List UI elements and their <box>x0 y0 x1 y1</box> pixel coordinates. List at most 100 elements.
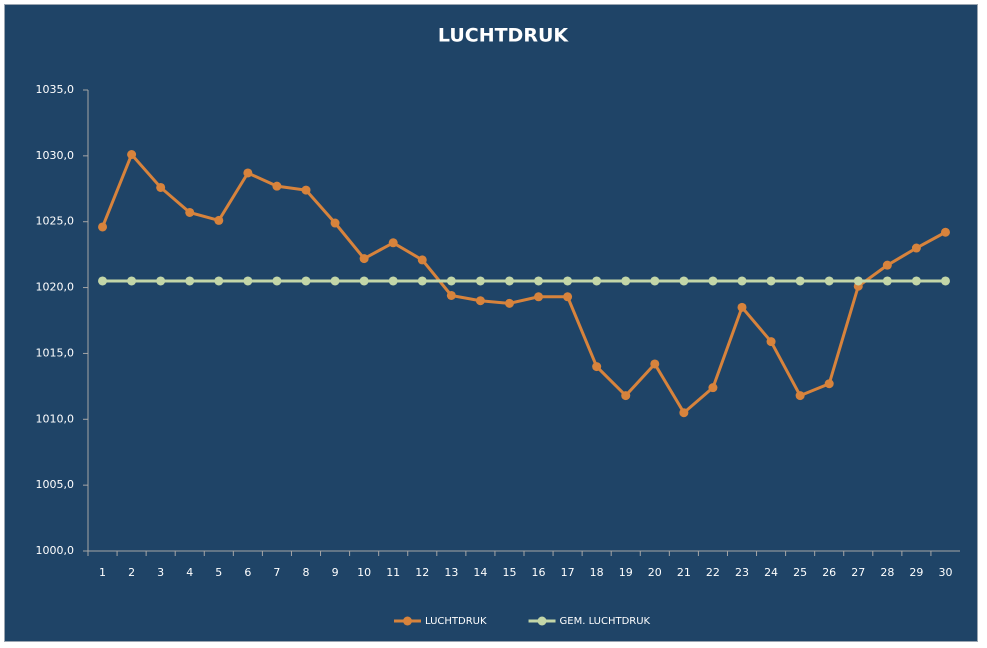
series-marker <box>185 276 195 286</box>
series-marker <box>679 408 689 418</box>
series-marker <box>650 276 660 286</box>
series-marker <box>417 276 427 286</box>
series-marker <box>882 276 892 286</box>
y-tick-label: 1010,0 <box>36 412 75 425</box>
x-tick-label: 7 <box>273 566 280 579</box>
legend-marker <box>537 616 547 626</box>
series-marker <box>911 276 921 286</box>
x-tick-label: 10 <box>357 566 371 579</box>
series-marker <box>737 302 747 312</box>
x-tick-label: 22 <box>706 566 720 579</box>
series-marker <box>359 254 369 264</box>
series-marker <box>766 337 776 347</box>
series-marker <box>679 276 689 286</box>
series-marker <box>388 238 398 248</box>
x-tick-label: 18 <box>590 566 604 579</box>
legend-label: LUCHTDRUK <box>425 616 487 627</box>
x-tick-label: 27 <box>851 566 865 579</box>
series-marker <box>98 222 108 232</box>
y-tick-label: 1005,0 <box>36 478 75 491</box>
series-marker <box>708 383 718 393</box>
x-tick-label: 28 <box>880 566 894 579</box>
x-tick-label: 2 <box>128 566 135 579</box>
series-marker <box>940 276 950 286</box>
series-marker <box>156 182 166 192</box>
x-tick-label: 16 <box>532 566 546 579</box>
series-marker <box>330 218 340 228</box>
x-tick-label: 21 <box>677 566 691 579</box>
series-marker <box>534 292 544 302</box>
series-marker <box>534 276 544 286</box>
series-marker <box>795 391 805 401</box>
series-marker <box>475 276 485 286</box>
y-tick-label: 1000,0 <box>36 544 75 557</box>
series-marker <box>98 276 108 286</box>
series-marker <box>214 215 224 225</box>
series-marker <box>504 276 514 286</box>
chart-background <box>4 4 978 642</box>
series-marker <box>185 207 195 217</box>
series-marker <box>301 185 311 195</box>
series-marker <box>737 276 747 286</box>
series-marker <box>824 379 834 389</box>
series-marker <box>563 276 573 286</box>
x-tick-label: 20 <box>648 566 662 579</box>
series-marker <box>592 362 602 372</box>
x-tick-label: 23 <box>735 566 749 579</box>
y-tick-label: 1035,0 <box>36 83 75 96</box>
x-tick-label: 9 <box>332 566 339 579</box>
x-tick-label: 14 <box>473 566 487 579</box>
series-marker <box>127 276 137 286</box>
series-marker <box>621 391 631 401</box>
series-marker <box>766 276 776 286</box>
x-tick-label: 8 <box>303 566 310 579</box>
series-marker <box>272 181 282 191</box>
x-tick-label: 17 <box>561 566 575 579</box>
series-marker <box>708 276 718 286</box>
series-marker <box>388 276 398 286</box>
series-marker <box>127 150 137 160</box>
series-marker <box>301 276 311 286</box>
x-tick-label: 3 <box>157 566 164 579</box>
series-marker <box>214 276 224 286</box>
series-marker <box>475 296 485 306</box>
series-marker <box>359 276 369 286</box>
x-tick-label: 15 <box>502 566 516 579</box>
series-marker <box>882 260 892 270</box>
x-tick-label: 25 <box>793 566 807 579</box>
series-marker <box>621 276 631 286</box>
x-tick-label: 13 <box>444 566 458 579</box>
series-marker <box>156 276 166 286</box>
series-marker <box>824 276 834 286</box>
x-tick-label: 29 <box>909 566 923 579</box>
legend-marker <box>403 616 412 626</box>
series-marker <box>563 292 573 302</box>
series-marker <box>504 298 514 308</box>
series-marker <box>330 276 340 286</box>
series-marker <box>650 359 660 369</box>
chart-title: LUCHTDRUK <box>438 25 569 47</box>
x-tick-label: 19 <box>619 566 633 579</box>
x-tick-label: 1 <box>99 566 106 579</box>
x-tick-label: 6 <box>244 566 251 579</box>
x-tick-label: 24 <box>764 566 778 579</box>
x-tick-label: 26 <box>822 566 836 579</box>
x-tick-label: 30 <box>938 566 952 579</box>
series-marker <box>243 168 253 178</box>
legend-label: GEM. LUCHTDRUK <box>560 616 651 627</box>
y-tick-label: 1030,0 <box>36 149 75 162</box>
x-tick-label: 4 <box>186 566 193 579</box>
series-marker <box>446 276 456 286</box>
series-marker <box>940 227 950 237</box>
series-marker <box>592 276 602 286</box>
series-marker <box>272 276 282 286</box>
x-tick-label: 12 <box>415 566 429 579</box>
y-tick-label: 1015,0 <box>36 346 75 359</box>
series-marker <box>853 276 863 286</box>
y-tick-label: 1020,0 <box>36 281 75 294</box>
series-marker <box>795 276 805 286</box>
series-marker <box>911 243 921 253</box>
x-tick-label: 11 <box>386 566 400 579</box>
series-marker <box>417 255 427 265</box>
